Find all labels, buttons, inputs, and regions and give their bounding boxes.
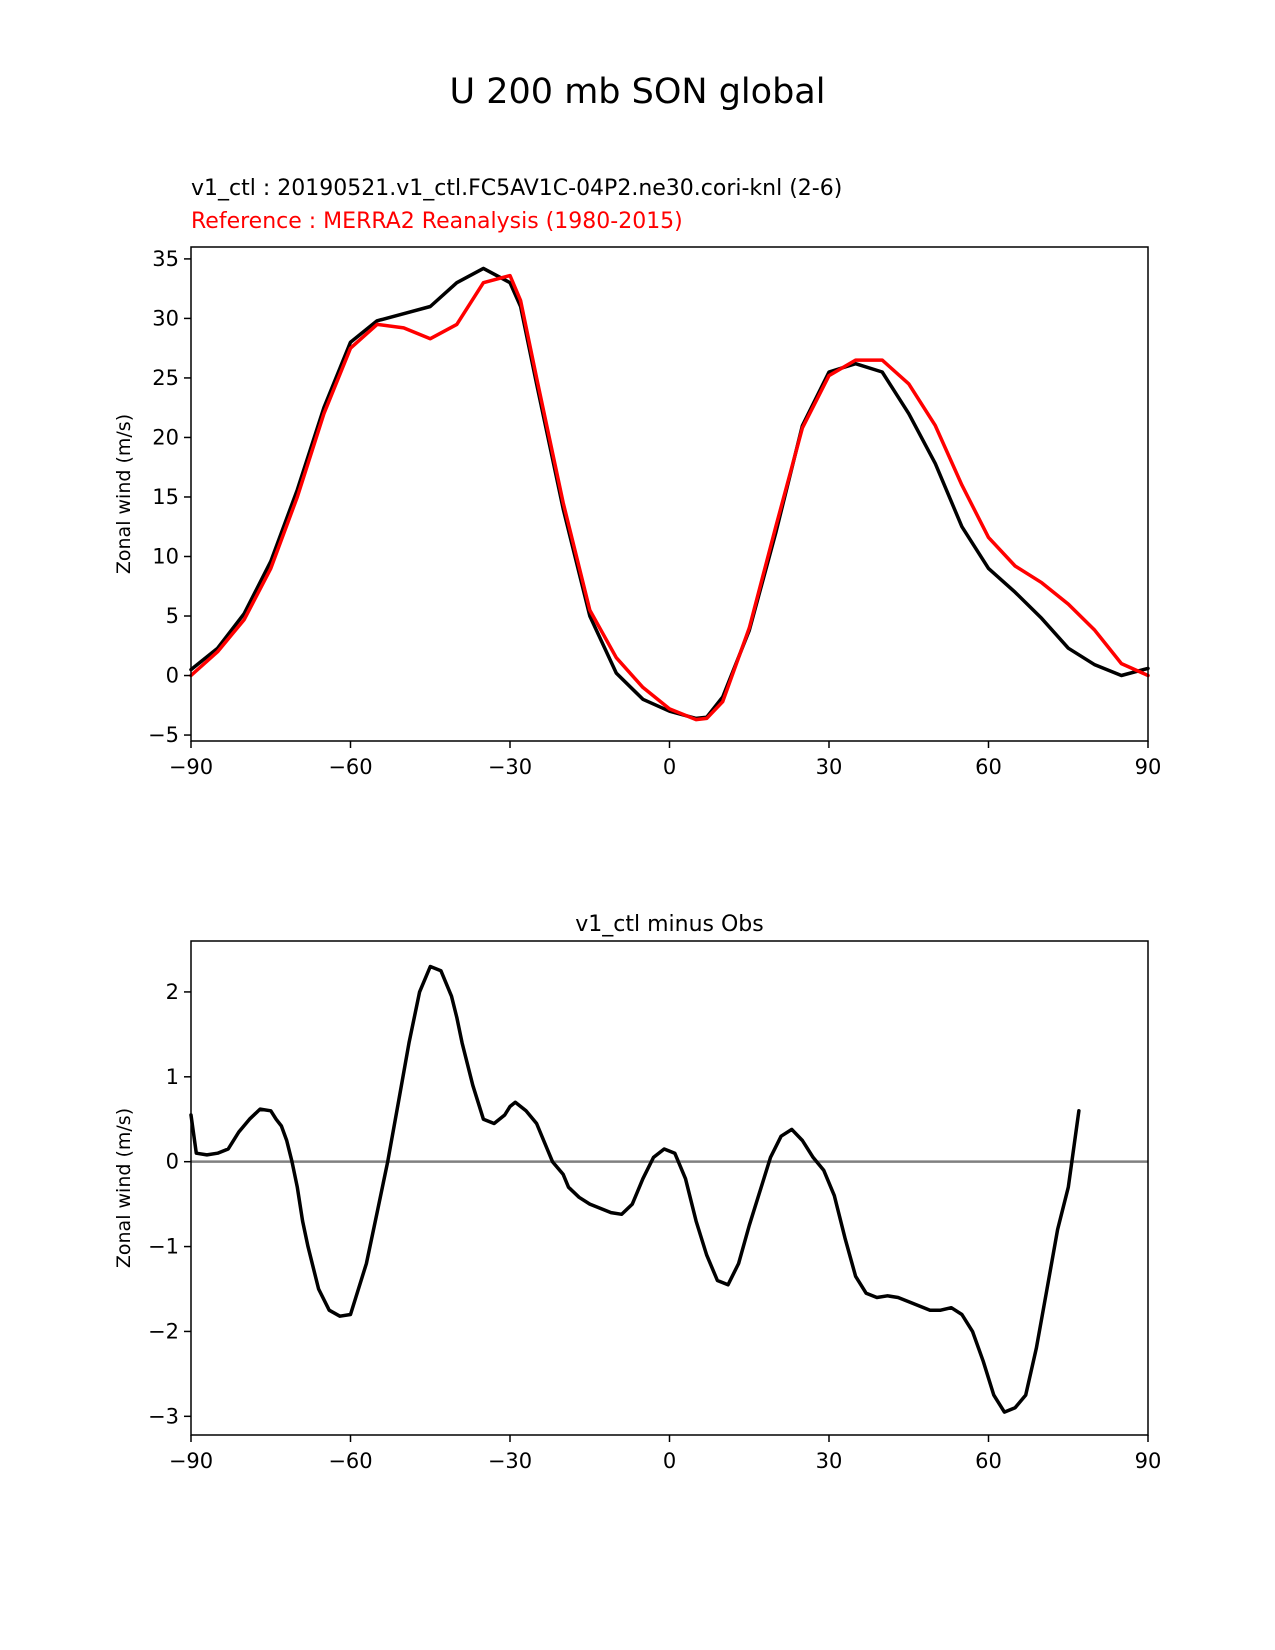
- panel2-x-tick-label: 90: [1135, 1449, 1162, 1473]
- panel2-title: v1_ctl minus Obs: [575, 912, 763, 937]
- panel2-y-axis-label: Zonal wind (m/s): [113, 1108, 135, 1268]
- panel1-y-tick-label: −5: [148, 723, 179, 747]
- panel1-series-reference-line: [189, 273, 1150, 722]
- panel1-x-tick-label: 60: [975, 755, 1002, 779]
- panel1-y-tick-label: 30: [152, 306, 179, 330]
- panel2-y-tick-label: 0: [166, 1150, 179, 1174]
- panel1-y-tick-label: 20: [152, 425, 179, 449]
- panel2-x-tick-label: −30: [488, 1449, 532, 1473]
- panel2-axes-frame: [190, 940, 1149, 1436]
- panel1-y-axis-label: Zonal wind (m/s): [113, 414, 135, 574]
- panel1-x-tick-label: −60: [328, 755, 372, 779]
- panel1-y-tick-label: 5: [166, 604, 179, 628]
- panel1-x-tick-label: 30: [816, 755, 843, 779]
- panel2-x-tick-label: 60: [975, 1449, 1002, 1473]
- panel2-y-tick-label: −3: [148, 1404, 179, 1428]
- panel1-series-test-line: [189, 266, 1150, 721]
- panel2-x-tick-label: 0: [663, 1449, 676, 1473]
- panel2-x-tick-label: −90: [169, 1449, 213, 1473]
- panel1-y-tick-label: 10: [152, 544, 179, 568]
- panel1-x-tick-label: −90: [169, 755, 213, 779]
- panel2-x-tick-label: −60: [328, 1449, 372, 1473]
- panel2-y-tick-label: −1: [148, 1235, 179, 1259]
- panel2-y-tick-label: 2: [166, 980, 179, 1004]
- panel2-y-tick-label: 1: [166, 1065, 179, 1089]
- panel2-series-test-line: [189, 964, 1081, 1414]
- panel1-y-tick-label: 25: [152, 366, 179, 390]
- panel1-x-tick-label: −30: [488, 755, 532, 779]
- figure-title: U 200 mb SON global: [449, 72, 826, 112]
- panel1-x-tick-label: 90: [1135, 755, 1162, 779]
- panel1-y-tick-label: 35: [152, 247, 179, 271]
- panel1-x-tick-label: 0: [663, 755, 676, 779]
- test-label: v1_ctl : 20190521.v1_ctl.FC5AV1C-04P2.ne…: [191, 176, 843, 201]
- panel1-y-tick-label: 15: [152, 485, 179, 509]
- panel1-axes-frame: [190, 246, 1149, 742]
- panel2-y-tick-label: −2: [148, 1319, 179, 1343]
- panel2-x-tick-label: 30: [816, 1449, 843, 1473]
- panel1-y-tick-label: 0: [166, 664, 179, 688]
- reference-label: Reference : MERRA2 Reanalysis (1980-2015…: [191, 209, 683, 234]
